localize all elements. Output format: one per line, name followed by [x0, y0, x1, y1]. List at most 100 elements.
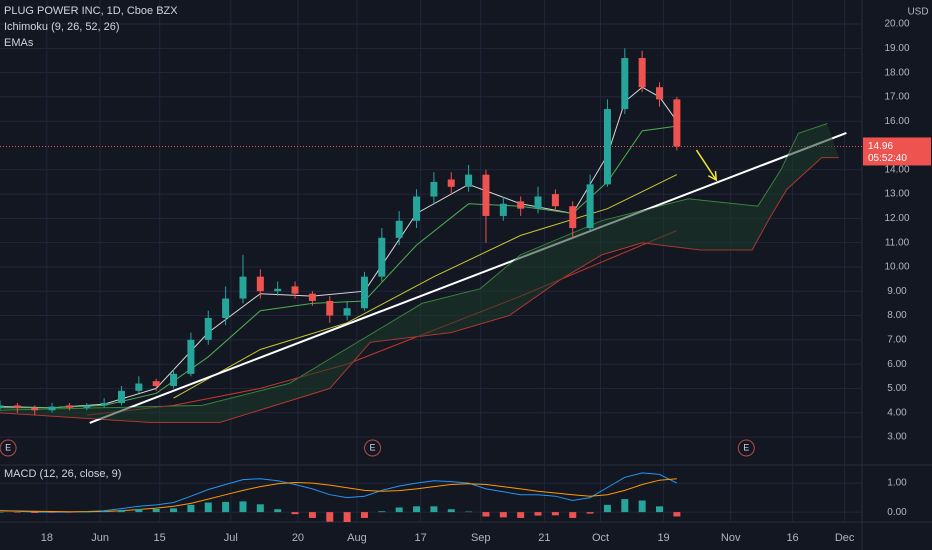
candle-body	[0, 405, 4, 408]
last-price-box	[863, 137, 931, 166]
histogram-bar	[256, 504, 264, 513]
histogram-bar	[551, 512, 559, 516]
candle-body	[256, 276, 264, 292]
y-tick-label: 19.00	[884, 43, 909, 54]
indicator-label: Ichimoku (9, 26, 52, 26)	[4, 21, 120, 33]
histogram-bar	[360, 512, 368, 518]
histogram-bar	[395, 507, 403, 513]
histogram-bar	[499, 512, 507, 518]
histogram-bar	[222, 501, 230, 513]
histogram-bar	[534, 512, 542, 516]
candle-body	[430, 181, 438, 197]
histogram-bar	[482, 512, 490, 517]
candle-body	[395, 220, 403, 238]
candle-body	[343, 308, 351, 316]
histogram-bar	[239, 501, 247, 513]
candle-body	[413, 196, 421, 221]
histogram-bar	[31, 512, 39, 513]
chart-title: PLUG POWER INC, 1D, Cboe BZX	[4, 5, 178, 17]
y-tick-label: 13.00	[884, 189, 909, 200]
histogram-bar	[291, 512, 299, 515]
histogram-bar	[326, 512, 334, 522]
candle-body	[621, 58, 629, 110]
histogram-bar	[117, 510, 125, 513]
histogram-bar	[204, 502, 212, 513]
earnings-label: E	[370, 442, 376, 452]
x-tick-label: 18	[41, 532, 53, 544]
histogram-bar	[465, 511, 473, 513]
ema-line	[173, 174, 678, 399]
x-tick-label: Dec	[835, 532, 855, 544]
candle-body	[447, 179, 455, 187]
x-tick-label: Oct	[592, 532, 609, 544]
candle-body	[187, 339, 195, 374]
candle-body	[360, 276, 368, 309]
histogram-bar	[65, 512, 73, 513]
y-tick-label: 0.00	[887, 507, 907, 518]
histogram-bar	[586, 512, 594, 514]
x-tick-label: 21	[538, 532, 550, 544]
x-tick-label: Sep	[471, 532, 491, 544]
candle-body	[638, 58, 646, 88]
histogram-bar	[517, 512, 525, 518]
candle-body	[135, 383, 143, 391]
earnings-label: E	[743, 442, 749, 452]
candle-body	[152, 381, 160, 386]
candle-body	[673, 99, 681, 147]
candle-body	[656, 87, 664, 100]
y-tick-label: 3.00	[887, 432, 907, 443]
x-tick-label: 17	[414, 532, 426, 544]
earnings-marker	[0, 439, 17, 457]
histogram-bar	[152, 508, 160, 513]
candle-body	[551, 194, 559, 207]
candle-body	[204, 317, 212, 340]
candle-body	[378, 237, 386, 277]
candle-body	[534, 196, 542, 209]
last-price-label: 14.96	[868, 141, 893, 152]
candle-body	[100, 402, 108, 406]
candle-body	[499, 203, 507, 216]
candle-body	[222, 298, 230, 318]
arrow-line	[695, 149, 717, 181]
macd-line	[0, 472, 678, 513]
candle-body	[326, 300, 334, 316]
x-tick-label: 20	[292, 532, 304, 544]
histogram-bar	[569, 512, 577, 518]
candle-body	[274, 288, 282, 292]
candle-body	[170, 373, 178, 386]
candle-body	[291, 286, 299, 294]
candle-body	[569, 206, 577, 229]
y-tick-label: 5.00	[887, 383, 907, 394]
histogram-bar	[413, 506, 421, 513]
histogram-bar	[274, 509, 282, 513]
candle-body	[586, 184, 594, 229]
y-tick-label: 8.00	[887, 310, 907, 321]
trend-line	[89, 131, 847, 424]
histogram-bar	[48, 512, 56, 513]
y-tick-label: 11.00	[885, 237, 910, 248]
histogram-bar	[170, 508, 178, 513]
ema-line	[86, 230, 678, 416]
y-tick-label: 6.00	[887, 359, 907, 370]
histogram-bar	[447, 509, 455, 513]
x-tick-label: 19	[657, 532, 669, 544]
candle-body	[482, 174, 490, 216]
y-tick-label: 7.00	[887, 334, 907, 345]
candle-body	[308, 293, 316, 301]
earnings-label: E	[5, 442, 11, 452]
y-tick-label: 20.00	[884, 19, 909, 30]
y-tick-label: 1.00	[887, 478, 907, 489]
macd-title: MACD (12, 26, close, 9)	[4, 468, 121, 480]
y-tick-label: 16.00	[884, 116, 909, 127]
histogram-bar	[0, 512, 4, 513]
histogram-bar	[100, 511, 108, 513]
candle-body	[13, 405, 21, 408]
candle-body	[239, 276, 247, 299]
x-tick-label: Aug	[347, 532, 367, 544]
x-tick-label: Nov	[721, 532, 741, 544]
candle-body	[517, 201, 525, 209]
y-tick-label: 17.00	[884, 92, 909, 103]
countdown-label: 05:52:40	[868, 153, 907, 164]
candle-body	[117, 390, 125, 403]
